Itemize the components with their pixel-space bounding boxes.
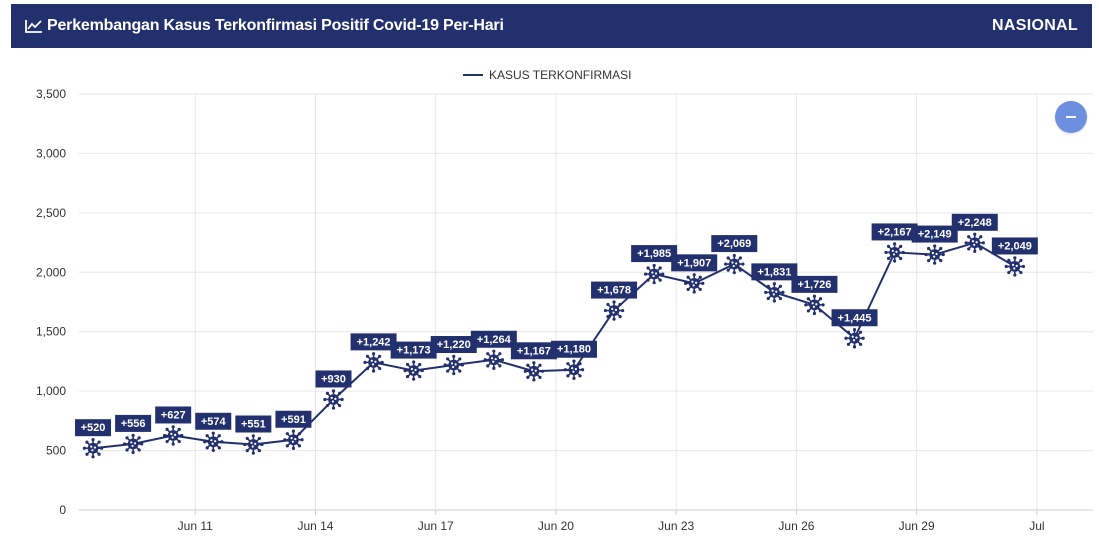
data-label: +556 [121,418,146,430]
data-label-box [315,370,352,388]
virus-icon[interactable] [924,244,945,265]
virus-icon[interactable] [162,425,184,446]
data-label: +930 [321,373,346,385]
y-tick-label: 0 [59,503,66,517]
data-label: +520 [81,422,106,434]
virus-icon[interactable] [1004,256,1026,277]
data-label-box [791,275,838,293]
virus-icon[interactable] [323,389,344,410]
chart-header: Perkembangan Kasus Terkonfirmasi Positif… [11,4,1092,48]
data-label: +2,167 [878,226,912,238]
x-tick-label: Jun 23 [658,519,694,533]
collapse-button[interactable] [1055,101,1087,133]
virus-icon[interactable] [684,273,705,294]
x-tick-label: Jun 20 [538,519,574,533]
legend-label[interactable]: KASUS TERKONFIRMASI [489,68,631,82]
virus-icon[interactable] [283,429,304,450]
x-tick-label: Jul [1029,519,1044,533]
virus-icon[interactable] [563,359,585,380]
data-label-box [831,309,878,327]
data-label-box [991,237,1038,255]
data-label: +1,678 [597,285,631,297]
virus-icon[interactable] [443,354,464,376]
data-label: +551 [241,419,266,431]
page-title: Perkembangan Kasus Terkonfirmasi Positif… [47,17,504,34]
virus-icon[interactable] [203,431,224,452]
data-label: +2,149 [918,229,952,241]
virus-icon[interactable] [603,300,625,321]
data-label: +1,242 [357,336,391,348]
x-tick-label: Jun 29 [899,519,935,533]
x-tick-label: Jun 26 [778,519,814,533]
line-chart: 0 500 1,000 1,500 2,000 2,500 3,000 3,500 Jun 11… [36,68,1093,533]
data-label-box [75,419,112,437]
data-label: +1,264 [477,334,512,346]
data-label-box [671,254,718,272]
virus-icon[interactable] [403,360,424,381]
virus-icon[interactable] [844,328,865,349]
virus-icon[interactable] [523,361,545,382]
data-label: +2,248 [958,217,992,229]
y-tick-label: 1,000 [36,384,66,398]
data-label: +1,167 [517,345,551,357]
data-label-box [275,410,312,428]
virus-icon[interactable] [82,437,104,459]
virus-icon[interactable] [243,434,264,455]
y-tick-label: 3,500 [36,87,66,101]
y-tick-label: 500 [46,444,66,458]
x-tick-label: Jun 17 [418,519,454,533]
data-label: +1,726 [797,279,831,291]
data-label: +1,173 [397,345,431,357]
data-label-box [751,263,798,281]
data-label: +2,049 [998,240,1032,252]
data-label-box [951,213,998,231]
virus-icon[interactable] [363,352,384,373]
data-label: +1,220 [437,339,471,351]
virus-icon[interactable] [964,232,985,254]
data-label-box [235,415,272,433]
data-label-box [390,341,437,359]
data-label-box [911,225,958,243]
y-tick-label: 3,000 [36,146,66,160]
data-label-box [510,342,557,360]
data-label: +627 [161,409,186,421]
data-label-box [115,414,152,432]
virus-icon[interactable] [122,433,144,455]
virus-icon[interactable] [724,253,745,275]
data-label: +2,069 [717,238,751,250]
x-tick-label: Jun 11 [178,519,213,533]
data-label-box [550,340,597,358]
data-label-box [350,333,397,351]
data-label-box [470,330,517,348]
data-label: +1,180 [557,344,591,356]
virus-icon[interactable] [764,282,785,303]
line-chart-icon [25,19,43,33]
header-title-group: Perkembangan Kasus Terkonfirmasi Positif… [25,17,504,35]
chart-area: 0 500 1,000 1,500 2,000 2,500 3,000 3,500 Jun 11… [0,48,1099,543]
x-tick-label: Jun 14 [297,519,333,533]
y-tick-label: 2,000 [36,265,66,279]
data-label: +1,907 [677,257,711,269]
data-label-box [430,335,477,353]
data-label: +1,445 [838,312,872,324]
y-tick-label: 2,500 [36,206,66,220]
data-label-box [871,223,918,241]
virus-icon[interactable] [483,349,505,370]
scope-label: NASIONAL [992,17,1078,34]
virus-icon[interactable] [804,294,825,316]
data-label-box [711,235,758,253]
data-label-box [195,412,232,430]
data-label-box [631,245,678,263]
data-label-box [155,406,192,424]
data-label: +1,985 [637,248,671,260]
data-label: +1,831 [757,266,791,278]
y-tick-label: 1,500 [36,325,66,339]
virus-icon[interactable] [643,263,665,285]
data-label-box [591,281,638,299]
data-label: +591 [281,414,306,426]
minus-icon [1066,116,1076,118]
data-label: +574 [201,416,227,428]
virus-icon[interactable] [884,242,905,263]
